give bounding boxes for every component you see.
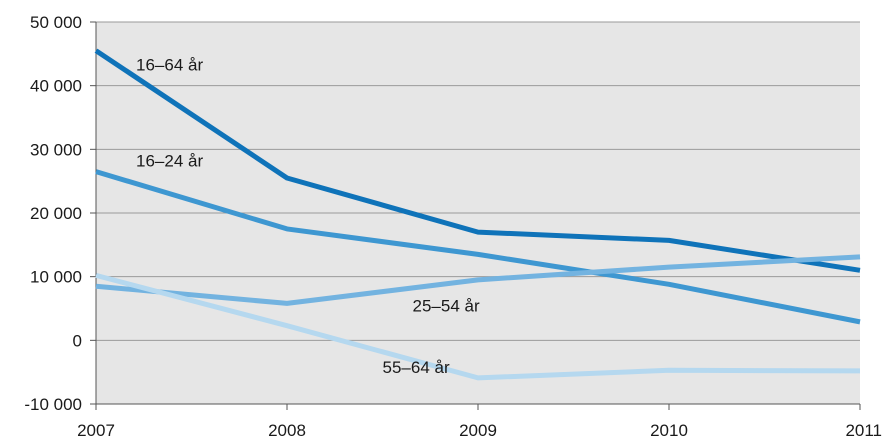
- series-label-25-54: 25–54 år: [413, 296, 480, 315]
- y-tick-label: 0: [73, 331, 82, 350]
- x-tick-label: 2010: [650, 421, 688, 440]
- y-tick-label: 30 000: [30, 140, 82, 159]
- x-tick-label: 2008: [268, 421, 306, 440]
- series-label-16-64: 16–64 år: [136, 56, 203, 75]
- series-label-55-64: 55–64 år: [383, 358, 450, 377]
- x-tick-label: 2007: [77, 421, 115, 440]
- y-tick-label: -10 000: [24, 395, 82, 414]
- y-tick-label: 50 000: [30, 13, 82, 32]
- y-tick-label: 40 000: [30, 77, 82, 96]
- x-tick-label: 2011: [845, 421, 882, 440]
- y-tick-label: 10 000: [30, 268, 82, 287]
- y-tick-label: 20 000: [30, 204, 82, 223]
- x-axis-ticks: 2007 2008 2009 2010 2011: [77, 404, 882, 440]
- series-label-16-24: 16–24 år: [136, 152, 203, 171]
- x-tick-label: 2009: [459, 421, 497, 440]
